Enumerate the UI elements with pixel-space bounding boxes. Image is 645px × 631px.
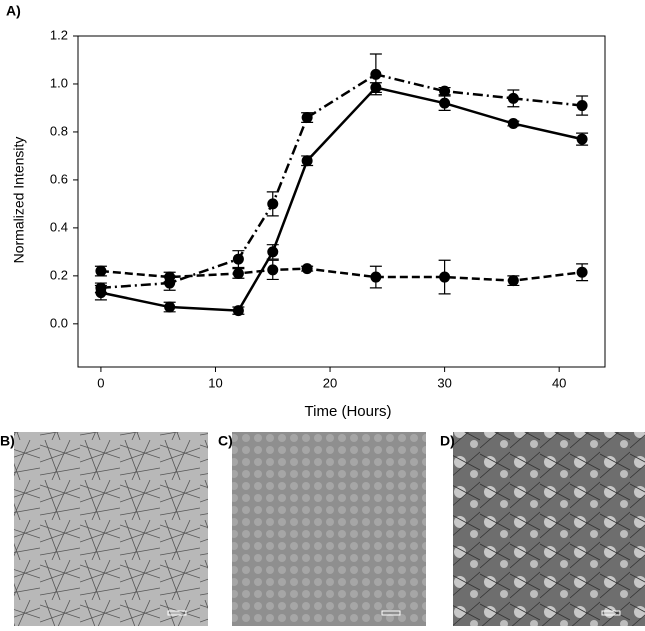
scale-bar: [381, 610, 401, 616]
micrograph: [232, 432, 426, 626]
micrograph: [14, 432, 208, 626]
data-point: [232, 305, 244, 317]
x-tick-label: 40: [552, 375, 566, 390]
y-tick-label: 0.0: [50, 315, 68, 330]
panel-label: C): [218, 433, 233, 449]
y-tick-label: 0.2: [50, 267, 68, 282]
data-point: [95, 265, 107, 277]
y-tick-label: 1.2: [50, 27, 68, 42]
x-tick-label: 10: [208, 375, 222, 390]
data-point: [439, 97, 451, 109]
data-point: [507, 118, 519, 130]
data-point: [232, 267, 244, 279]
scale-bar: [601, 610, 621, 616]
micrograph: [453, 432, 645, 626]
panel-label: B): [0, 433, 15, 449]
data-point: [507, 275, 519, 287]
scale-bar: [167, 610, 187, 616]
y-tick-label: 0.6: [50, 171, 68, 186]
data-point: [370, 68, 382, 80]
data-point: [370, 271, 382, 283]
data-point: [267, 246, 279, 258]
data-point: [95, 282, 107, 294]
y-tick-label: 0.4: [50, 219, 68, 234]
y-tick-label: 1.0: [50, 75, 68, 90]
data-point: [301, 155, 313, 167]
data-point: [267, 198, 279, 210]
data-point: [439, 271, 451, 283]
data-point: [301, 263, 313, 275]
y-tick-label: 0.8: [50, 123, 68, 138]
panel-label: A): [6, 3, 21, 19]
y-axis-title: Normalized Intensity: [11, 137, 27, 264]
data-point: [576, 133, 588, 145]
data-point: [439, 85, 451, 97]
data-point: [507, 92, 519, 104]
x-tick-label: 0: [97, 375, 104, 390]
panel-label: D): [440, 433, 455, 449]
data-point: [576, 266, 588, 278]
data-point: [164, 271, 176, 283]
data-point: [232, 253, 244, 265]
data-point: [164, 301, 176, 313]
data-point: [301, 112, 313, 124]
plot-frame: [77, 35, 606, 368]
x-tick-label: 30: [437, 375, 451, 390]
data-point: [267, 264, 279, 276]
x-axis-title: Time (Hours): [305, 403, 392, 420]
data-point: [576, 100, 588, 112]
x-tick-label: 20: [323, 375, 337, 390]
